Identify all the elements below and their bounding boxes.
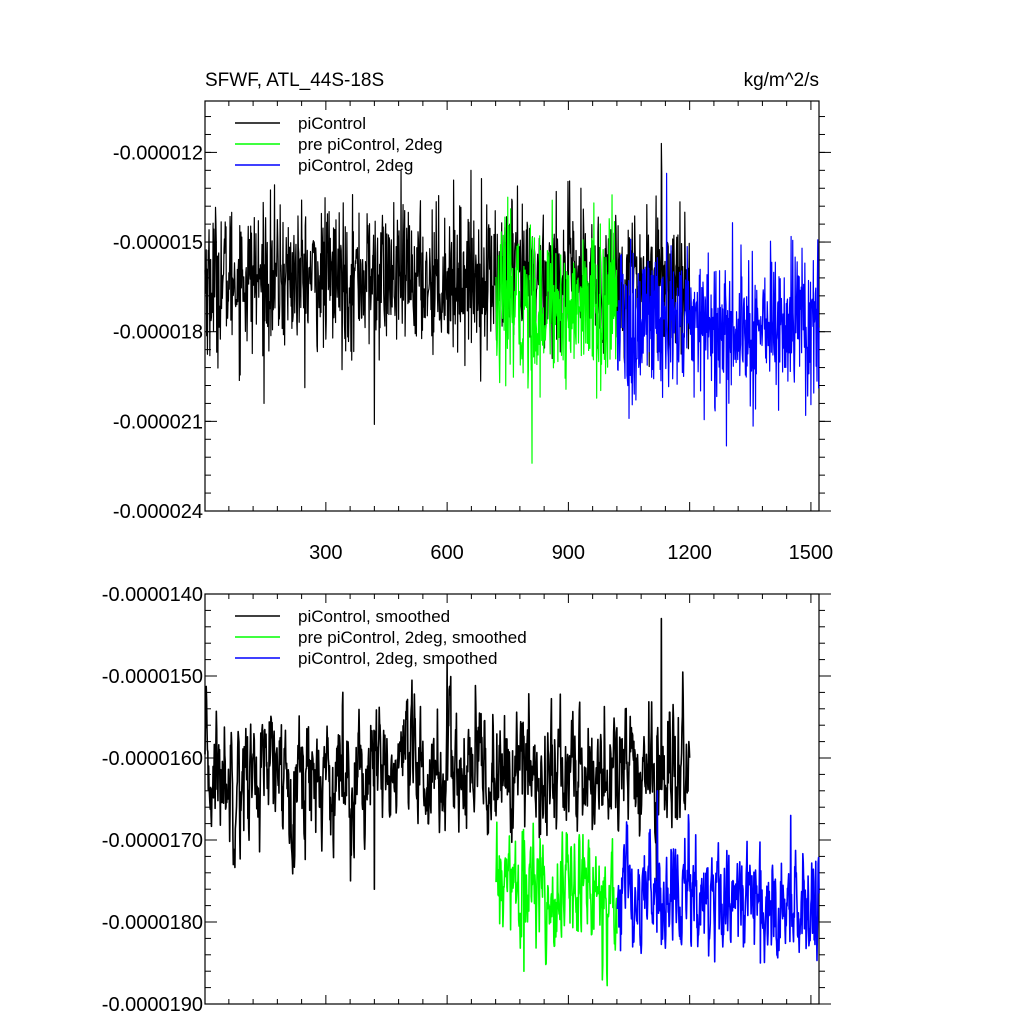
axis-ticks-bottom: -0.0000140 -0.0000150 -0.0000160 -0.0000170… xyxy=(102,584,831,1016)
series-line-3 xyxy=(616,790,820,964)
y-tick-label: -0.000012 xyxy=(113,142,203,164)
axis-ticks-top: 300 600 900 1200 1500 -0.000012 -0.000015 -0.00… xyxy=(113,101,833,564)
y-tick-label: -0.0000190 xyxy=(102,994,203,1016)
series-line-1 xyxy=(204,617,691,890)
legend-label-1: piControl, smoothed xyxy=(298,607,450,626)
x-tick-label: 300 xyxy=(309,542,342,564)
x-tick-label: 600 xyxy=(430,542,463,564)
series-line-3 xyxy=(616,172,820,447)
legend-label-2: pre piControl, 2deg, smoothed xyxy=(298,628,527,647)
x-tick-label: 900 xyxy=(552,542,585,564)
x-tick-label: 1500 xyxy=(789,542,834,564)
y-tick-label: -0.0000160 xyxy=(102,748,203,770)
chart-units: kg/m^2/s xyxy=(744,70,819,91)
x-tick-label: 1200 xyxy=(667,542,712,564)
plot-frame-top xyxy=(204,100,820,512)
series-line-2 xyxy=(495,821,618,987)
y-tick-label: -0.0000180 xyxy=(102,912,203,934)
y-tick-label: -0.000024 xyxy=(113,501,203,523)
panel-bottom: -0.0000140 -0.0000150 -0.0000160 -0.0000170… xyxy=(102,584,831,1016)
y-tick-label: -0.0000150 xyxy=(102,666,203,688)
legend-label-3: piControl, 2deg, smoothed xyxy=(298,649,497,668)
chart-title: SFWF, ATL_44S-18S xyxy=(205,70,384,91)
series-line-2 xyxy=(495,194,618,464)
plot-frame-bottom xyxy=(204,593,820,1005)
y-tick-label: -0.0000140 xyxy=(102,584,203,606)
legend-bottom: piControl, smoothed pre piControl, 2deg, … xyxy=(235,607,527,668)
series-group-top xyxy=(204,142,820,464)
y-tick-label: -0.000015 xyxy=(113,232,203,254)
legend-top: piControl pre piControl, 2deg piControl, 2… xyxy=(235,114,443,175)
legend-label-3: piControl, 2deg xyxy=(298,156,413,175)
series-group-bottom xyxy=(204,617,820,987)
legend-label-1: piControl xyxy=(298,114,366,133)
y-tick-label: -0.000021 xyxy=(113,411,203,433)
y-tick-label: -0.000018 xyxy=(113,322,203,344)
legend-label-2: pre piControl, 2deg xyxy=(298,135,443,154)
panel-top: SFWF, ATL_44S-18S kg/m^2/s 300 600 900 1200… xyxy=(113,70,833,564)
y-tick-label: -0.0000170 xyxy=(102,830,203,852)
